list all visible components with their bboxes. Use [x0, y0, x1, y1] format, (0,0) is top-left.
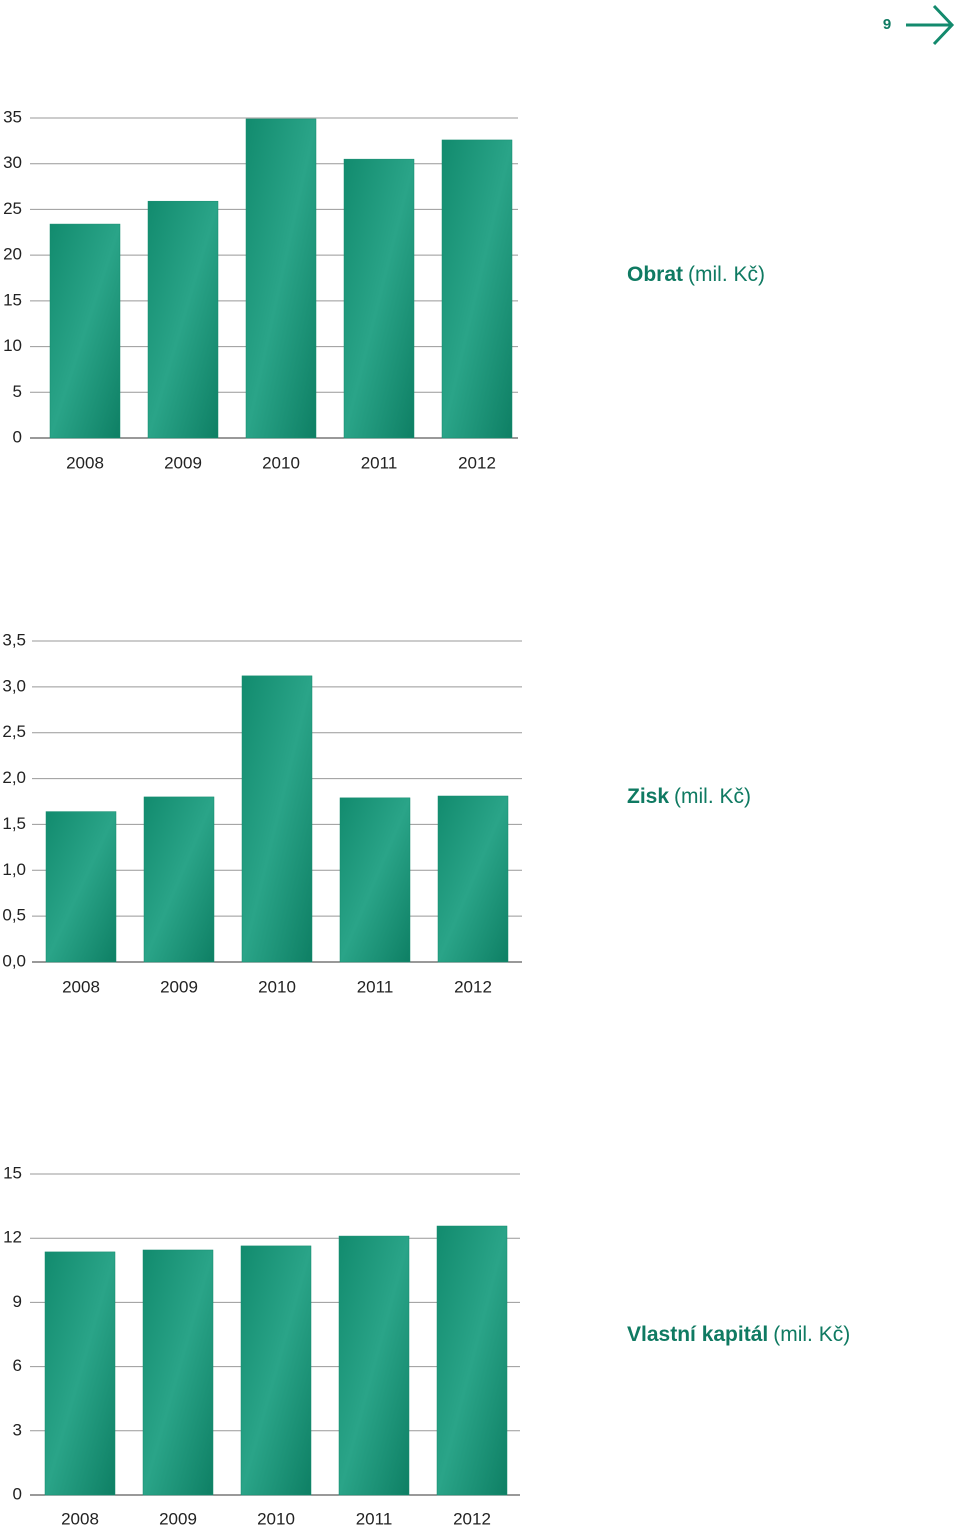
bar: [338, 1235, 410, 1496]
bar: [44, 1251, 116, 1496]
x-tick-label: 2012: [453, 1509, 491, 1528]
title-unit: (mil. Kč): [773, 1323, 850, 1346]
y-tick-label: 25: [3, 199, 22, 218]
x-tick-label: 2012: [454, 977, 492, 996]
x-tick-label: 2012: [458, 453, 496, 472]
x-tick-label: 2008: [66, 453, 104, 472]
title-main: Zisk: [627, 785, 669, 808]
x-tick-label: 2009: [159, 1509, 197, 1528]
y-tick-label: 6: [13, 1356, 22, 1375]
y-tick-label: 0: [13, 1484, 22, 1503]
bar: [49, 223, 121, 439]
y-tick-label: 12: [3, 1228, 22, 1247]
chart-title: Zisk (mil. Kč): [627, 785, 751, 808]
x-tick-label: 2010: [257, 1509, 295, 1528]
x-tick-label: 2011: [361, 453, 398, 472]
bar: [441, 139, 513, 439]
x-tick-label: 2008: [62, 977, 100, 996]
y-tick-label: 2,5: [2, 722, 26, 741]
title-unit: (mil. Kč): [688, 263, 765, 286]
y-tick-label: 20: [3, 245, 22, 264]
x-tick-label: 2010: [262, 453, 300, 472]
x-tick-label: 2011: [356, 1509, 393, 1528]
bar: [437, 795, 509, 963]
next-arrow[interactable]: [906, 4, 955, 46]
y-tick-label: 1,0: [2, 860, 26, 879]
y-tick-label: 15: [3, 290, 22, 309]
bar: [240, 1245, 312, 1496]
x-tick-label: 2009: [160, 977, 198, 996]
x-tick-label: 2009: [164, 453, 202, 472]
y-tick-label: 30: [3, 153, 22, 172]
y-tick-label: 3,0: [2, 676, 26, 695]
bar: [436, 1225, 508, 1496]
bar: [147, 200, 219, 439]
y-tick-label: 15: [3, 1163, 22, 1182]
chart-title: Obrat (mil. Kč): [627, 263, 765, 286]
title-main: Vlastní kapitál: [627, 1323, 768, 1346]
y-tick-label: 9: [13, 1292, 22, 1311]
y-tick-label: 0: [13, 427, 22, 446]
y-tick-label: 0,0: [2, 951, 26, 970]
bar: [142, 1249, 214, 1496]
bar: [45, 811, 117, 963]
bar: [241, 675, 313, 963]
y-tick-label: 3: [13, 1420, 22, 1439]
bar: [245, 118, 317, 439]
y-tick-label: 1,5: [2, 814, 26, 833]
chart-title: Vlastní kapitál (mil. Kč): [627, 1323, 850, 1346]
y-tick-label: 35: [3, 107, 22, 126]
y-tick-label: 0,5: [2, 906, 26, 925]
title-unit: (mil. Kč): [674, 785, 751, 808]
x-tick-label: 2011: [357, 977, 394, 996]
page-number: 9: [883, 16, 891, 33]
y-tick-label: 10: [3, 336, 22, 355]
y-tick-label: 5: [13, 382, 22, 401]
x-tick-label: 2008: [61, 1509, 99, 1528]
y-tick-label: 2,0: [2, 768, 26, 787]
bar: [143, 796, 215, 963]
bar: [339, 797, 411, 963]
title-main: Obrat: [627, 263, 683, 286]
y-tick-label: 3,5: [2, 630, 26, 649]
x-tick-label: 2010: [258, 977, 296, 996]
bar: [343, 158, 415, 439]
